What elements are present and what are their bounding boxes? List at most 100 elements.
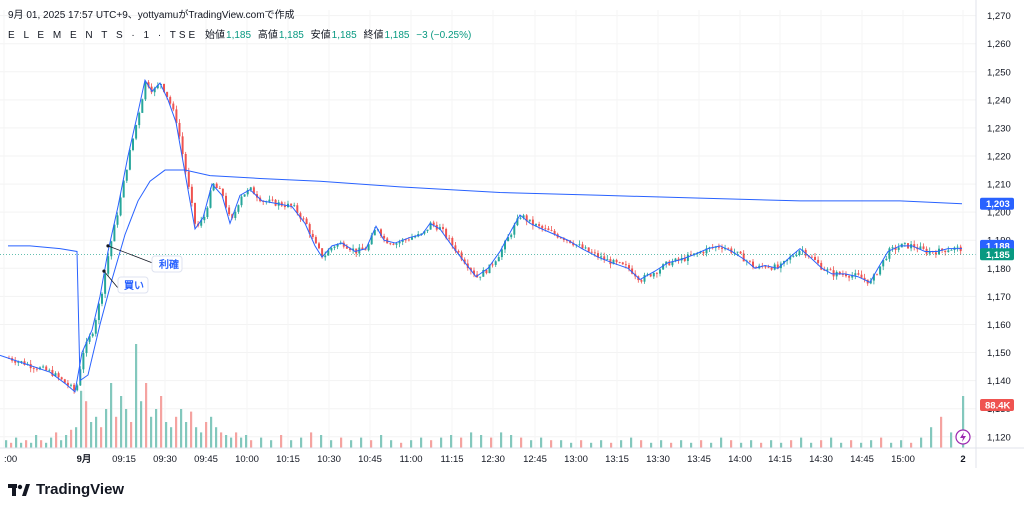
volume-bar bbox=[740, 442, 743, 448]
volume-bar bbox=[410, 440, 413, 448]
change-value: −3 (−0.25%) bbox=[416, 30, 472, 41]
volume-bar bbox=[900, 440, 903, 448]
candle-body bbox=[429, 222, 432, 230]
low-label: 安値 bbox=[310, 30, 331, 41]
x-tick-label: 12:45 bbox=[523, 454, 547, 465]
candle-body bbox=[66, 382, 69, 386]
candle-body bbox=[14, 360, 17, 363]
symbol-name[interactable]: E L E M E N T S · 1 · TSE bbox=[8, 30, 199, 41]
candle-body bbox=[752, 261, 754, 268]
volume-bar bbox=[620, 440, 623, 448]
candle-body bbox=[584, 247, 587, 249]
candle-body bbox=[361, 247, 364, 250]
candle-body bbox=[271, 199, 274, 201]
candle-body bbox=[869, 280, 872, 284]
candle-body bbox=[63, 379, 66, 383]
candle-body bbox=[531, 219, 534, 226]
volume-bar bbox=[125, 409, 128, 448]
candle-body bbox=[70, 384, 72, 386]
y-tick-label: 1,250 bbox=[987, 67, 1011, 78]
candle-body bbox=[349, 248, 351, 251]
volume-bars bbox=[5, 344, 965, 448]
candle-body bbox=[274, 199, 277, 206]
volume-bar bbox=[60, 440, 63, 448]
candle-body bbox=[42, 366, 45, 368]
volume-bar bbox=[220, 432, 223, 448]
volume-bar bbox=[920, 437, 923, 448]
volume-bar bbox=[590, 442, 593, 448]
volume-bar bbox=[185, 422, 188, 448]
candle-body bbox=[398, 241, 401, 244]
volume-bar bbox=[450, 435, 453, 448]
time-axis[interactable]: :00 9月 09:15 09:30 09:45 10:00 10:15 10:30 10:45… bbox=[0, 447, 1024, 465]
volume-bar bbox=[330, 440, 333, 448]
chart-grid bbox=[0, 10, 976, 448]
x-tick-label: 13:00 bbox=[564, 454, 588, 465]
tradingview-logo[interactable]: TradingView bbox=[8, 481, 124, 498]
price-tag bbox=[980, 248, 1014, 261]
candle-body bbox=[662, 264, 665, 270]
candle-body bbox=[674, 258, 677, 262]
candle-body bbox=[879, 266, 882, 275]
volume-bar bbox=[660, 440, 663, 448]
candle-body bbox=[944, 250, 947, 253]
x-tick-label: 12:30 bbox=[481, 454, 505, 465]
candle-body bbox=[863, 277, 866, 280]
candle-body bbox=[587, 247, 590, 252]
candle-body bbox=[147, 82, 150, 87]
short-ma-line bbox=[0, 78, 962, 393]
volume-bar bbox=[460, 437, 463, 448]
volume-bar bbox=[570, 442, 573, 448]
candle-body bbox=[113, 224, 116, 242]
candle-body bbox=[206, 207, 209, 217]
candle-body bbox=[218, 188, 221, 189]
candle-body bbox=[621, 262, 624, 265]
candle-body bbox=[228, 207, 231, 215]
volume-bar bbox=[75, 427, 78, 448]
volume-bar bbox=[670, 442, 673, 448]
candle-body bbox=[401, 239, 404, 242]
buy-box bbox=[117, 276, 149, 294]
volume-bar bbox=[45, 442, 48, 448]
candle-body bbox=[333, 246, 336, 248]
candle-body bbox=[411, 237, 413, 240]
candle-body bbox=[479, 276, 482, 278]
candle-body bbox=[581, 244, 584, 249]
candle-body bbox=[767, 267, 770, 269]
candle-body bbox=[469, 268, 472, 271]
candle-body bbox=[597, 253, 599, 258]
candle-body bbox=[420, 233, 423, 235]
candle-body bbox=[426, 229, 429, 232]
volume-bar bbox=[700, 440, 703, 448]
volume-bar bbox=[580, 440, 583, 448]
y-tick-label: 1,220 bbox=[987, 152, 1011, 163]
candle-body bbox=[153, 88, 156, 93]
volume-bar bbox=[310, 432, 313, 448]
volume-bar bbox=[150, 416, 153, 448]
volume-bar bbox=[710, 442, 713, 448]
x-tick-label: 15:00 bbox=[891, 454, 915, 465]
candle-body bbox=[135, 125, 138, 139]
volume-bar bbox=[770, 440, 773, 448]
candle-body bbox=[646, 274, 649, 276]
volume-bar bbox=[910, 442, 913, 448]
candle-body bbox=[507, 237, 510, 242]
candle-body bbox=[432, 222, 435, 225]
candle-body bbox=[659, 269, 661, 274]
price-axis[interactable]: 1,270 1,260 1,250 1,240 1,230 1,220 1,210 1,200… bbox=[975, 0, 1011, 468]
candle-body bbox=[891, 247, 894, 249]
candle-body bbox=[125, 169, 128, 181]
volume-bar bbox=[820, 440, 823, 448]
candle-body bbox=[649, 274, 652, 277]
candle-body bbox=[367, 244, 370, 251]
long-ma-line bbox=[8, 169, 963, 382]
candle-body bbox=[742, 253, 745, 262]
candle-body bbox=[364, 249, 367, 251]
brand-name: TradingView bbox=[36, 481, 125, 498]
candle-body bbox=[252, 187, 255, 195]
volume-bar bbox=[95, 416, 98, 448]
candle-body bbox=[234, 211, 237, 218]
candle-body bbox=[163, 83, 165, 92]
